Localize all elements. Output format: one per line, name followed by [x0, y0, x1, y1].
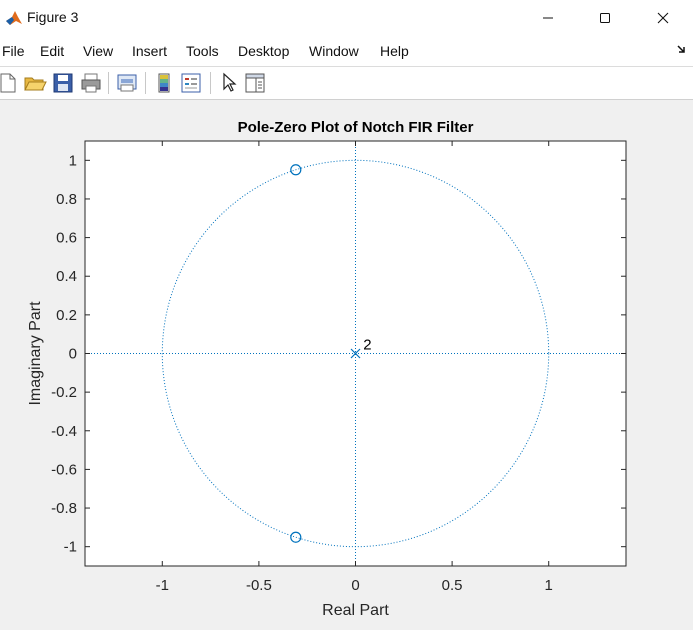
- legend-icon[interactable]: [179, 71, 203, 95]
- chart-title: Pole-Zero Plot of Notch FIR Filter: [238, 119, 474, 136]
- matlab-logo-icon: [6, 11, 22, 25]
- x-axis-label: Real Part: [322, 602, 389, 619]
- menu-edit[interactable]: Edit: [40, 43, 65, 59]
- x-tick-label: -0.5: [246, 577, 272, 594]
- y-tick-label: 1: [69, 152, 77, 169]
- zero-marker: [290, 531, 302, 543]
- x-tick-label: 0: [351, 577, 359, 594]
- new-figure-icon[interactable]: [0, 71, 20, 95]
- menu-bar: File Edit View Insert Tools Desktop Wind…: [0, 36, 693, 67]
- menu-tools[interactable]: Tools: [186, 43, 219, 59]
- menu-window[interactable]: Window: [309, 43, 359, 59]
- y-tick-label: -0.6: [51, 461, 77, 478]
- minimize-button[interactable]: [519, 0, 577, 36]
- zero-marker: [290, 164, 302, 176]
- y-axis-label: Imaginary Part: [27, 301, 44, 406]
- y-tick-label: -0.2: [51, 384, 77, 401]
- close-button[interactable]: [634, 0, 692, 36]
- window-titlebar: Figure 3: [0, 0, 693, 36]
- unit-circle: [161, 159, 550, 548]
- dock-arrow-icon[interactable]: [675, 43, 687, 55]
- y-tick-label: -0.4: [51, 423, 77, 440]
- menu-insert[interactable]: Insert: [132, 43, 168, 59]
- window-title: Figure 3: [27, 9, 79, 25]
- pole-marker: [350, 348, 361, 359]
- open-file-icon[interactable]: [23, 71, 47, 95]
- maximize-button[interactable]: [576, 0, 634, 36]
- y-tick-label: 0.6: [56, 230, 77, 247]
- x-tick-label: -1: [156, 577, 169, 594]
- menu-view[interactable]: View: [83, 43, 114, 59]
- y-tick-label: 0.2: [56, 307, 77, 324]
- toolbar-separator: [210, 72, 211, 94]
- pointer-icon[interactable]: [217, 71, 241, 95]
- close-icon: [657, 12, 669, 24]
- menu-help[interactable]: Help: [380, 43, 409, 59]
- print-preview-icon[interactable]: [115, 71, 139, 95]
- y-tick-label: 0.4: [56, 268, 77, 285]
- save-icon[interactable]: [51, 71, 75, 95]
- y-tick-label: 0: [69, 346, 77, 363]
- menu-file[interactable]: File: [2, 43, 25, 59]
- menu-desktop[interactable]: Desktop: [238, 43, 290, 59]
- toolbar-separator: [108, 72, 109, 94]
- minimize-icon: [543, 17, 553, 19]
- property-editor-icon[interactable]: [243, 71, 267, 95]
- colorbar-icon[interactable]: [152, 71, 176, 95]
- maximize-icon: [600, 13, 610, 23]
- y-tick-label: -1: [64, 539, 77, 556]
- pole-zero-plot[interactable]: 2 -1 -0.5 0 0.5 1 1 0.8 0.6 0.4 0.2 0 -0.2 -0.4 -0.6 -…: [0, 100, 693, 625]
- y-tick-label: -0.8: [51, 500, 77, 517]
- pole-marker-stroke: [350, 348, 361, 359]
- y-tick-label: 0.8: [56, 191, 77, 208]
- x-tick-label: 0.5: [442, 577, 463, 594]
- print-icon[interactable]: [79, 71, 103, 95]
- figure-toolbar: [0, 67, 693, 100]
- figure-canvas: 2 -1 -0.5 0 0.5 1 1 0.8 0.6 0.4 0.2 0 -0.2 -0.4 -0.6 -…: [0, 100, 693, 625]
- pole-multiplicity-label: 2: [363, 337, 371, 354]
- toolbar-separator: [145, 72, 146, 94]
- x-tick-label: 1: [545, 577, 553, 594]
